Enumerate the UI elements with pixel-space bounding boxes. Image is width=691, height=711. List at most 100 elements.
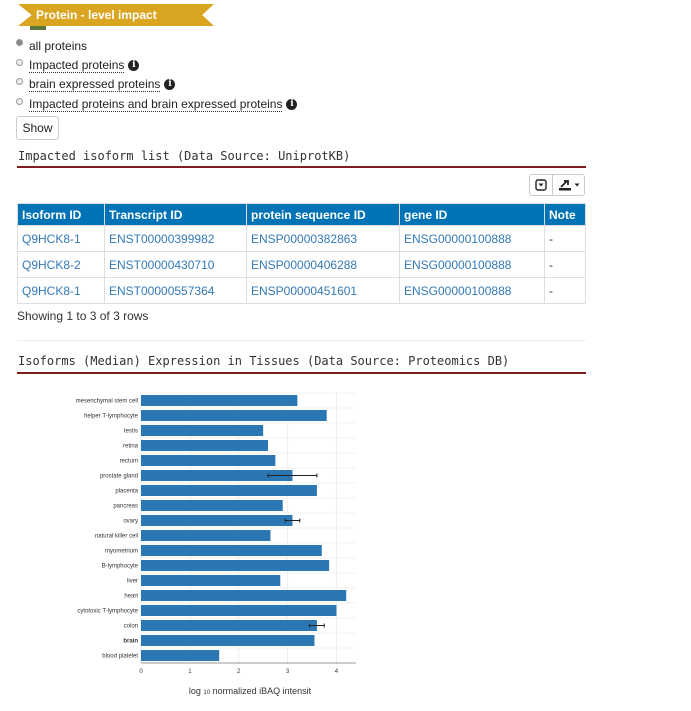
chart-bar (141, 575, 281, 586)
chart-bar (141, 470, 293, 481)
section-divider (17, 372, 586, 374)
export-icon (558, 180, 571, 191)
category-label: testis (124, 429, 138, 435)
column-header[interactable]: protein sequence ID (246, 203, 400, 226)
category-label: mesenchymal stem cell (76, 399, 138, 405)
info-icon[interactable]: i (286, 98, 298, 110)
isoform-id-link[interactable]: Q9HCK8-1 (17, 225, 105, 252)
category-label: brain (123, 639, 138, 645)
radio-impacted-and-brain[interactable] (16, 97, 23, 105)
show-button[interactable]: Show (16, 116, 59, 140)
x-axis-title-subscript: 10 (203, 690, 211, 696)
chart-bar (141, 530, 271, 541)
category-label: prostate gland (100, 474, 138, 480)
table-row: Q9HCK8-1 ENST00000399982 ENSP00000382863… (17, 225, 586, 252)
toggle-icon (535, 179, 547, 191)
x-tick-label: 1 (188, 669, 192, 675)
chart-bar (141, 650, 220, 661)
filter-label: brain expressed proteins (29, 77, 161, 93)
export-button[interactable] (553, 174, 585, 196)
filter-all-proteins[interactable]: all proteins (14, 36, 297, 56)
chart-bar (141, 605, 337, 616)
x-axis-title-rest: normalized iBAQ intensit (212, 686, 312, 696)
chart-bar (141, 560, 330, 571)
category-label: helper T-lymphocyte (84, 414, 139, 420)
category-label: myometrium (105, 549, 138, 555)
transcript-id-link[interactable]: ENST00000399982 (104, 225, 247, 252)
gene-id-link[interactable]: ENSG00000100888 (399, 277, 545, 304)
category-label: natural killer cell (95, 534, 138, 540)
chart-bar (141, 515, 293, 526)
category-label: cytotoxic T-lymphocyte (77, 609, 138, 615)
table-header-row: Isoform ID Transcript ID protein sequenc… (17, 203, 586, 226)
category-label: colon (124, 624, 138, 630)
chart-bar (141, 410, 327, 421)
banner-tail (30, 26, 46, 30)
filter-impacted-proteins[interactable]: Impacted proteins i (14, 56, 297, 76)
category-label: pancreas (113, 504, 138, 510)
note-cell: - (544, 277, 586, 304)
expression-chart: mesenchymal stem cell helper T-lymphocyte… (60, 388, 370, 708)
chart-bar (141, 545, 322, 556)
category-label: blood platelet (102, 654, 138, 660)
column-header[interactable]: gene ID (399, 203, 545, 226)
radio-brain-expressed[interactable] (16, 78, 23, 86)
toggle-view-button[interactable] (529, 174, 553, 196)
section-separator (17, 340, 586, 341)
filter-brain-expressed[interactable]: brain expressed proteins i (14, 75, 297, 95)
radio-all-proteins[interactable] (16, 39, 23, 47)
chart-bar (141, 485, 317, 496)
expression-section-title: Isoforms (Median) Expression in Tissues … (18, 354, 510, 368)
column-header[interactable]: Isoform ID (17, 203, 105, 226)
category-label: ovary (123, 519, 138, 525)
info-icon[interactable]: i (128, 59, 140, 71)
note-cell: - (544, 251, 586, 278)
category-label: retina (123, 444, 139, 450)
chart-bar (141, 620, 317, 631)
x-tick-label: 4 (335, 669, 339, 675)
protein-id-link[interactable]: ENSP00000382863 (246, 225, 400, 252)
isoform-id-link[interactable]: Q9HCK8-2 (17, 251, 105, 278)
table-toolbar (529, 174, 585, 196)
category-label: placenta (115, 489, 138, 495)
filter-impacted-and-brain[interactable]: Impacted proteins and brain expressed pr… (14, 95, 298, 115)
isoform-table: Isoform ID Transcript ID protein sequenc… (17, 203, 586, 304)
gene-id-link[interactable]: ENSG00000100888 (399, 225, 545, 252)
chart-bar (141, 500, 283, 511)
isoform-section-title: Impacted isoform list (Data Source: Unip… (18, 149, 351, 163)
protein-filter-group: all proteins Impacted proteins i brain e… (14, 36, 298, 115)
table-row: Q9HCK8-1 ENST00000557364 ENSP00000451601… (17, 277, 586, 304)
column-header[interactable]: Note (544, 203, 586, 226)
protein-id-link[interactable]: ENSP00000406288 (246, 251, 400, 278)
category-label: heart (124, 594, 138, 600)
chevron-down-icon (574, 183, 579, 187)
filter-label: all proteins (29, 38, 88, 53)
chart-bar (141, 635, 315, 646)
info-icon[interactable]: i (164, 79, 176, 91)
section-banner: Protein - level impact (18, 4, 214, 26)
column-header[interactable]: Transcript ID (104, 203, 247, 226)
category-label: liver (127, 579, 138, 585)
chart-bar (141, 590, 347, 601)
transcript-id-link[interactable]: ENST00000557364 (104, 277, 247, 304)
isoform-id-link[interactable]: Q9HCK8-1 (17, 277, 105, 304)
radio-impacted-proteins[interactable] (16, 58, 23, 66)
x-tick-label: 2 (237, 669, 241, 675)
x-tick-label: 0 (139, 669, 143, 675)
table-row: Q9HCK8-2 ENST00000430710 ENSP00000406288… (17, 251, 586, 278)
section-divider (17, 166, 586, 168)
x-tick-label: 3 (286, 669, 290, 675)
protein-id-link[interactable]: ENSP00000451601 (246, 277, 400, 304)
x-axis-title-main: log (188, 686, 201, 696)
banner-title: Protein - level impact (36, 8, 157, 22)
filter-label: Impacted proteins (29, 57, 125, 73)
category-label: rectum (120, 459, 138, 465)
category-label: B-lymphocyte (102, 564, 139, 570)
chart-bar (141, 395, 298, 406)
gene-id-link[interactable]: ENSG00000100888 (399, 251, 545, 278)
transcript-id-link[interactable]: ENST00000430710 (104, 251, 247, 278)
expression-bar-chart: mesenchymal stem cell helper T-lymphocyte… (76, 392, 356, 675)
x-axis-title: log 10 normalized iBAQ intensit (0, 686, 500, 696)
note-cell: - (544, 225, 586, 252)
chart-bar (141, 440, 269, 451)
